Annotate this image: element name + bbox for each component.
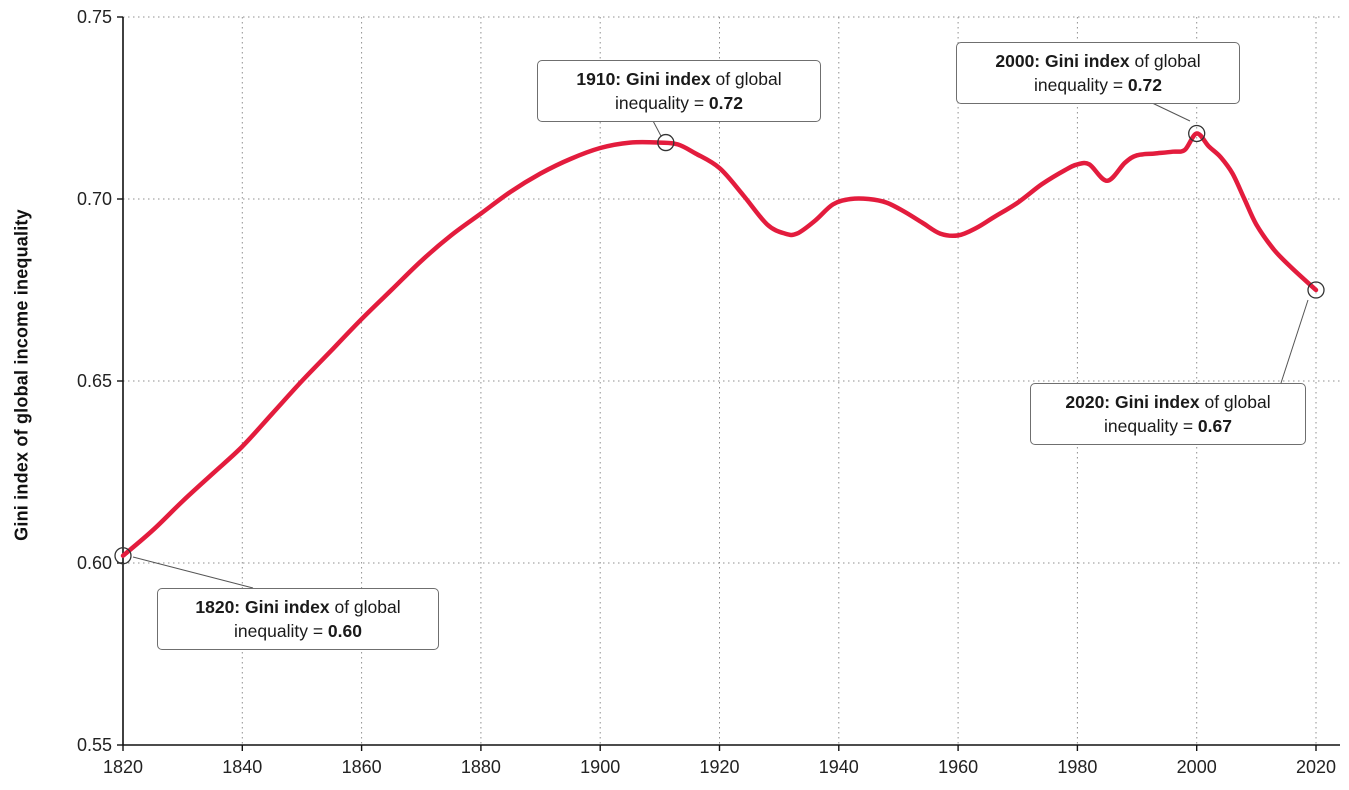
annotation-1910-lead: 1910: Gini index [576,69,711,89]
x-tick-label: 2020 [1296,757,1336,777]
y-axis-title: Gini index of global income inequality [11,209,32,541]
y-tick-label: 0.70 [77,189,112,209]
x-tick-label: 1940 [819,757,859,777]
x-tick-label: 1920 [699,757,739,777]
data-point-marker [1307,281,1325,299]
x-tick-label: 1880 [461,757,501,777]
annotation-leader-line [1147,100,1191,122]
y-tick-label: 0.65 [77,371,112,391]
x-tick-label: 1900 [580,757,620,777]
annotation-2000: 2000: Gini index of global inequality = … [956,42,1240,105]
data-point-marker [1188,124,1206,143]
annotation-2000-mid: of global inequality = [1034,51,1201,96]
annotation-leader-line [132,556,254,589]
annotation-2020-value: 0.67 [1197,416,1232,437]
x-tick-label: 1840 [222,757,262,777]
annotation-1820-mid: of global inequality = [234,597,401,642]
data-point-marker [657,133,675,152]
x-tick-label: 1860 [342,757,382,777]
y-tick-label: 0.55 [77,735,112,755]
x-tick-label: 1980 [1057,757,1097,777]
annotation-2020-mid: of global inequality = [1104,392,1271,437]
y-tick-label: 0.60 [77,553,112,573]
annotation-2000-lead: 2000: Gini index [995,51,1130,71]
data-point-marker [114,547,132,565]
annotation-1910-value: 0.72 [708,93,743,114]
annotation-1820-lead: 1820: Gini index [195,597,330,617]
annotation-1910: 1910: Gini index of global inequality = … [537,60,821,123]
x-tick-label: 1820 [103,757,143,777]
annotation-1820: 1820: Gini index of global inequality = … [157,588,439,651]
annotation-leader-line [1280,299,1309,384]
y-tick-label: 0.75 [77,7,112,27]
annotation-2000-value: 0.72 [1127,75,1162,96]
annotation-2020-lead: 2020: Gini index [1065,392,1200,412]
annotation-1910-mid: of global inequality = [615,69,782,114]
x-tick-label: 2000 [1177,757,1217,777]
annotation-2020: 2020: Gini index of global inequality = … [1030,383,1306,446]
annotation-1820-value: 0.60 [327,621,362,642]
gini-line-series [120,131,1319,558]
x-tick-label: 1960 [938,757,978,777]
